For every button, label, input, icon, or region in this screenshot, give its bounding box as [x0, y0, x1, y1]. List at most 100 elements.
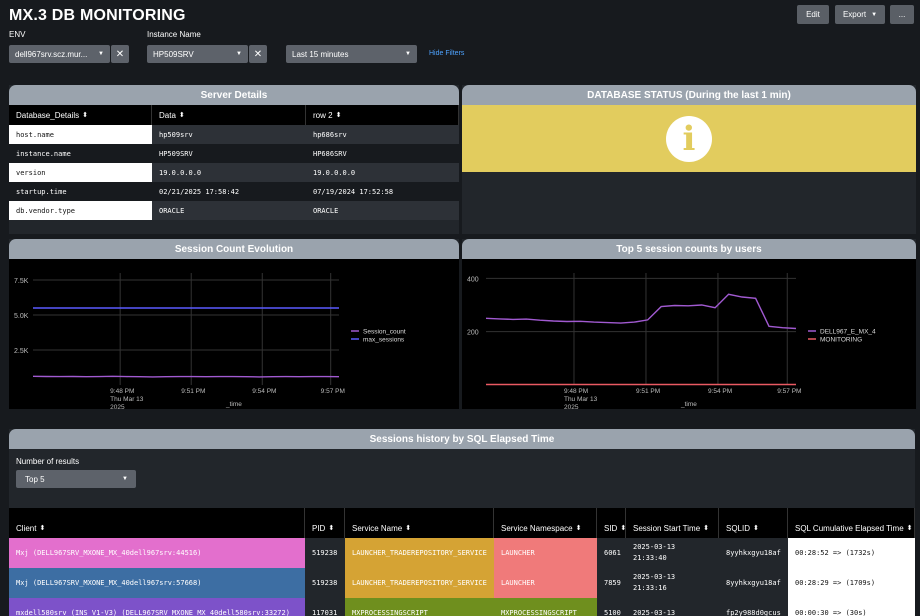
server-details-title: Server Details — [9, 85, 459, 105]
table-cell: 2025-03-13 21:33:40 — [626, 538, 719, 568]
x-axis-label: _time — [680, 401, 697, 408]
edit-button[interactable]: Edit — [797, 5, 829, 24]
column-header[interactable]: Client ⬍ — [9, 508, 305, 538]
table-cell: version — [9, 163, 152, 182]
sessions-history-table: Client ⬍ PID ⬍ Service Name ⬍ Service Namespac… — [9, 508, 915, 616]
hide-filters-link[interactable]: Hide Filters — [429, 50, 465, 57]
instance-clear-button[interactable]: ✕ — [249, 45, 267, 63]
table-cell: 00:28:52 => (1732s) — [788, 538, 915, 568]
x-tick-label: 9:48 PM — [564, 388, 588, 395]
close-icon: ✕ — [115, 48, 125, 60]
chevron-down-icon: ▼ — [405, 51, 411, 57]
env-value: dell967srv.scz.mur... — [15, 49, 88, 59]
table-body: Mxj (DELL967SRV_MXONE_MX_40dell967srv:44… — [9, 538, 915, 616]
sort-icon: ⬍ — [328, 525, 335, 532]
session-count-title: Session Count Evolution — [9, 239, 459, 259]
table-cell: 19.0.0.0.0 — [313, 168, 356, 177]
table-cell: 19.0.0.0.0 — [159, 168, 202, 177]
series-line — [485, 293, 797, 330]
table-cell: hp509srv — [159, 130, 193, 139]
table-cell: 8yyhkxgyu18af — [719, 538, 788, 568]
column-header[interactable]: SQL Cumulative Elapsed Time ⬍ — [788, 508, 915, 538]
x-tick-label: 9:57 PM — [321, 388, 345, 395]
x-tick-label: 2025 — [564, 404, 579, 409]
sort-icon: ⬍ — [575, 525, 582, 532]
sort-icon: ⬍ — [39, 525, 46, 532]
table-cell: ORACLE — [159, 206, 185, 215]
x-tick-label: 9:54 PM — [252, 388, 276, 395]
session-count-panel: Session Count Evolution 2.5K 5.0K 7.5K 9:48… — [9, 239, 459, 409]
env-clear-button[interactable]: ✕ — [111, 45, 129, 63]
chevron-down-icon: ▼ — [122, 476, 128, 482]
column-header[interactable]: Data ⬍ — [152, 105, 306, 125]
sessions-history-title: Sessions history by SQL Elapsed Time — [9, 429, 915, 449]
table-cell: db.vendor.type — [9, 201, 152, 220]
table-header: Client ⬍ PID ⬍ Service Name ⬍ Service Namespac… — [9, 508, 915, 538]
y-tick-label: 7.5K — [14, 278, 29, 285]
instance-value: HP509SRV — [153, 49, 194, 59]
page-title: MX.3 DB MONITORING — [9, 7, 186, 24]
table-cell: 00:28:29 => (1709s) — [788, 568, 915, 598]
sort-icon: ⬍ — [703, 525, 710, 532]
database-status-panel: DATABASE STATUS (During the last 1 min) … — [462, 85, 916, 234]
sort-icon: ⬍ — [405, 525, 412, 532]
x-tick-label: 9:48 PM — [110, 388, 134, 395]
sort-icon: ⬍ — [82, 112, 89, 119]
series-line — [32, 375, 340, 378]
column-header[interactable]: SQLID ⬍ — [719, 508, 788, 538]
column-header[interactable]: SID ⬍ — [597, 508, 626, 538]
table-cell: 00:00:30 => (30s) — [788, 598, 915, 616]
x-tick-label: 9:54 PM — [708, 388, 732, 395]
legend-label: MONITORING — [820, 337, 862, 344]
env-label: ENV — [9, 30, 26, 39]
column-header[interactable]: Database_Details ⬍ — [9, 105, 152, 125]
column-header[interactable]: Session Start Time ⬍ — [626, 508, 719, 538]
table-cell: HP509SRV — [159, 149, 193, 158]
table-cell: 02/21/2025 17:58:42 — [159, 187, 240, 196]
table-row: version 19.0.0.0.0 19.0.0.0.0 — [9, 163, 459, 182]
sort-icon: ⬍ — [906, 525, 913, 532]
y-tick-label: 5.0K — [14, 313, 29, 320]
table-row[interactable]: Mxj (DELL967SRV_MXONE_MX_40dell967srv:57… — [9, 568, 915, 598]
more-button[interactable]: ... — [890, 5, 914, 24]
legend-label: max_sessions — [363, 337, 405, 344]
column-header[interactable]: row 2 ⬍ — [306, 105, 459, 125]
number-of-results-value: Top 5 — [25, 474, 45, 484]
env-select[interactable]: dell967srv.scz.mur... ▼ — [9, 45, 110, 63]
table-cell: ORACLE — [313, 206, 339, 215]
table-row[interactable]: Mxj (DELL967SRV_MXONE_MX_40dell967srv:44… — [9, 538, 915, 568]
x-tick-label: 2025 — [110, 404, 125, 409]
table-header: Database_Details ⬍ Data ⬍ row 2 ⬍ — [9, 105, 459, 125]
table-row: db.vendor.type ORACLE ORACLE — [9, 201, 459, 220]
instance-select[interactable]: HP509SRV ▼ — [147, 45, 248, 63]
table-cell: mxdell580srv (INS_V1-V3) (DELL967SRV_MXO… — [9, 598, 305, 616]
sessions-history-panel: Sessions history by SQL Elapsed Time Num… — [9, 429, 915, 616]
time-range-picker[interactable]: Last 15 minutes ▼ — [286, 45, 417, 63]
y-tick-label: 200 — [467, 330, 479, 337]
x-tick-label: Thu Mar 13 — [564, 396, 598, 403]
column-header[interactable]: Service Name ⬍ — [345, 508, 494, 538]
table-cell: LAUNCHER_TRADEREPOSITORY_SERVICE — [345, 538, 494, 568]
table-row[interactable]: mxdell580srv (INS_V1-V3) (DELL967SRV_MXO… — [9, 598, 915, 616]
chevron-down-icon: ▼ — [236, 51, 242, 57]
table-row: instance.name HP509SRV HP686SRV — [9, 144, 459, 163]
number-of-results-select[interactable]: Top 5 ▼ — [16, 470, 136, 488]
table-cell: instance.name — [16, 149, 71, 158]
x-tick-label: 9:51 PM — [636, 388, 660, 395]
close-icon: ✕ — [253, 48, 263, 60]
database-status-indicator: i — [462, 105, 916, 172]
export-button[interactable]: Export ▼ — [835, 5, 885, 24]
column-header[interactable]: PID ⬍ — [305, 508, 345, 538]
server-details-table: Database_Details ⬍ Data ⬍ row 2 ⬍ host.name… — [9, 105, 459, 220]
sort-icon: ⬍ — [753, 525, 759, 532]
table-cell: host.name — [9, 125, 152, 144]
table-cell: fp2y988d0gcus — [719, 598, 788, 616]
x-tick-label: 9:57 PM — [777, 388, 801, 395]
table-cell: 6061 — [597, 538, 626, 568]
column-header[interactable]: Service Namespace ⬍ — [494, 508, 597, 538]
chevron-down-icon: ▼ — [871, 11, 878, 18]
table-row: startup.time 02/21/2025 17:58:42 07/19/2… — [9, 182, 459, 201]
instance-label: Instance Name — [147, 30, 201, 39]
sort-icon: ⬍ — [178, 112, 185, 119]
